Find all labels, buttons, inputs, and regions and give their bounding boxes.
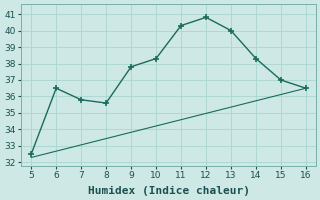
X-axis label: Humidex (Indice chaleur): Humidex (Indice chaleur) xyxy=(88,186,250,196)
